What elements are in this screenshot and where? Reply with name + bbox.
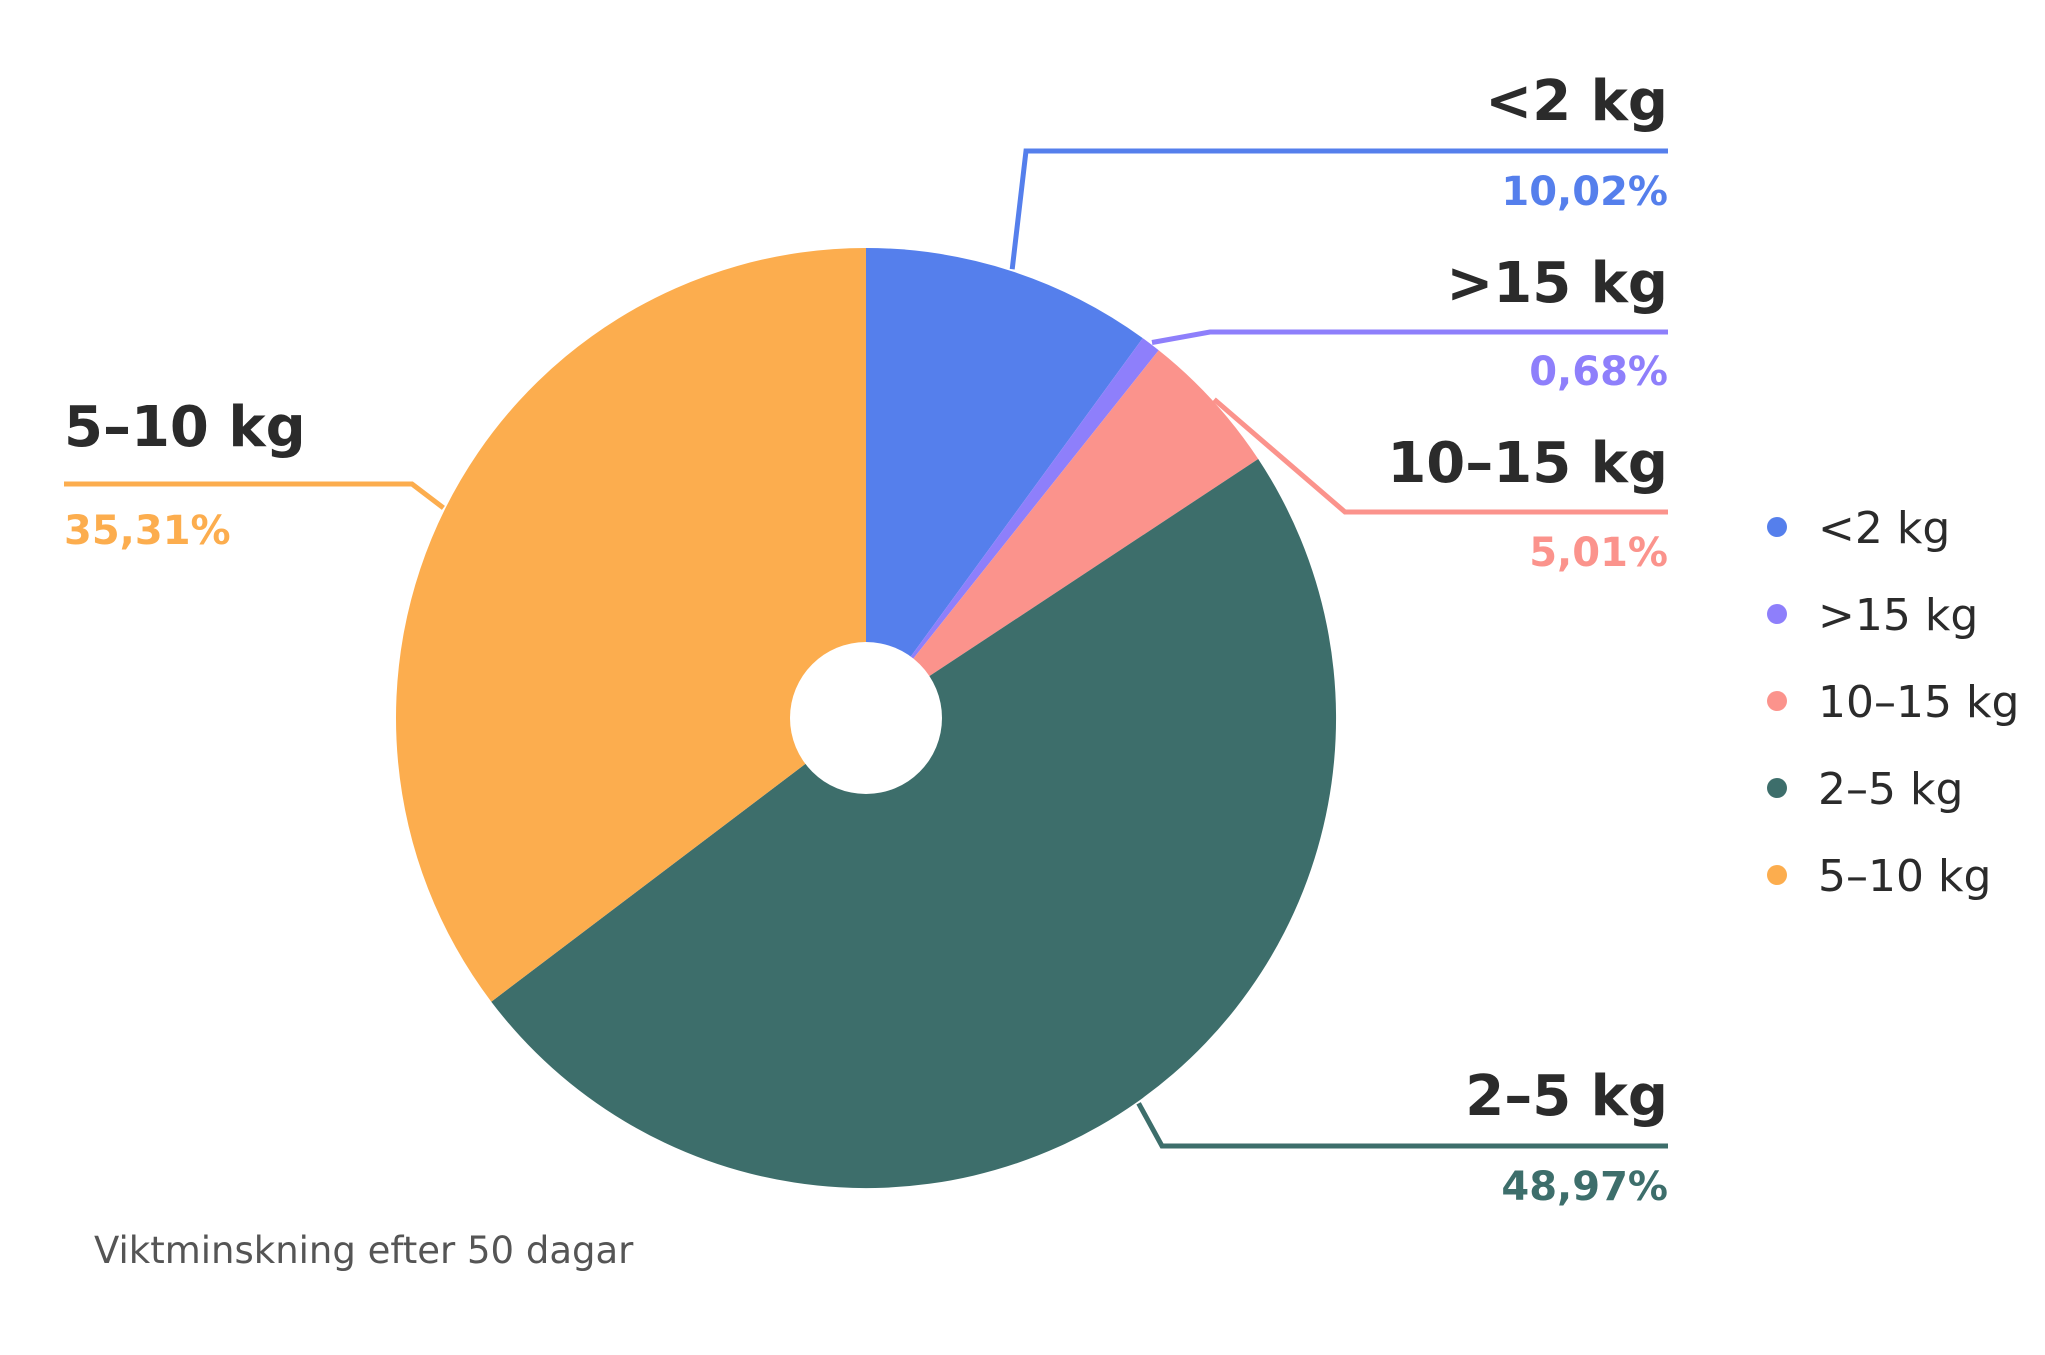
callout-3-category-label: 2–5 kg xyxy=(1465,1064,1668,1129)
callout-0-leader-line xyxy=(1009,148,1668,270)
donut-hole xyxy=(790,642,942,794)
callout-4-category-label: 5–10 kg xyxy=(64,395,306,460)
pie-slice-5-10-kg xyxy=(395,247,866,1002)
legend: <2 kg >15 kg 10–15 kg 2–5 kg 5–10 kg xyxy=(1767,503,2019,902)
legend-label-4: 5–10 kg xyxy=(1818,851,1991,902)
legend-marker-2 xyxy=(1767,691,1787,711)
pie-slices xyxy=(395,247,1337,1189)
legend-marker-1 xyxy=(1767,604,1787,624)
callout-2-percent-label: 5,01% xyxy=(1529,530,1668,576)
callout-3-leader-line xyxy=(1136,1102,1668,1149)
callout-1-leader-line xyxy=(1151,329,1668,345)
pie-slice-gt15-kg xyxy=(866,338,1159,718)
legend-label-0: <2 kg xyxy=(1818,503,1950,554)
callouts: <2 kg 10,02% >15 kg 0,68% 10–15 kg 5,01% 2–5 k… xyxy=(64,69,1668,1210)
callout-4-leader-line xyxy=(64,481,445,510)
legend-marker-4 xyxy=(1767,865,1787,885)
callout-4-percent-label: 35,31% xyxy=(64,508,231,554)
legend-marker-0 xyxy=(1767,517,1787,537)
pie-slice-10-15-kg xyxy=(866,350,1259,718)
callout-0-percent-label: 10,02% xyxy=(1501,169,1668,215)
pie-slice-2-5-kg xyxy=(491,459,1337,1189)
chart-caption: Viktminskning efter 50 dagar xyxy=(94,1229,634,1272)
callout-1-category-label: >15 kg xyxy=(1446,251,1668,316)
callout-0-category-label: <2 kg xyxy=(1485,69,1668,134)
callout-2-leader-line xyxy=(1212,397,1668,515)
legend-label-1: >15 kg xyxy=(1818,590,1978,641)
legend-label-2: 10–15 kg xyxy=(1818,677,2019,728)
legend-marker-3 xyxy=(1767,778,1787,798)
pie-slice-lt2-kg xyxy=(866,248,1143,718)
callout-1-percent-label: 0,68% xyxy=(1529,349,1668,395)
callout-3-percent-label: 48,97% xyxy=(1501,1164,1668,1210)
callout-2-category-label: 10–15 kg xyxy=(1387,431,1668,496)
legend-label-3: 2–5 kg xyxy=(1818,764,1963,815)
